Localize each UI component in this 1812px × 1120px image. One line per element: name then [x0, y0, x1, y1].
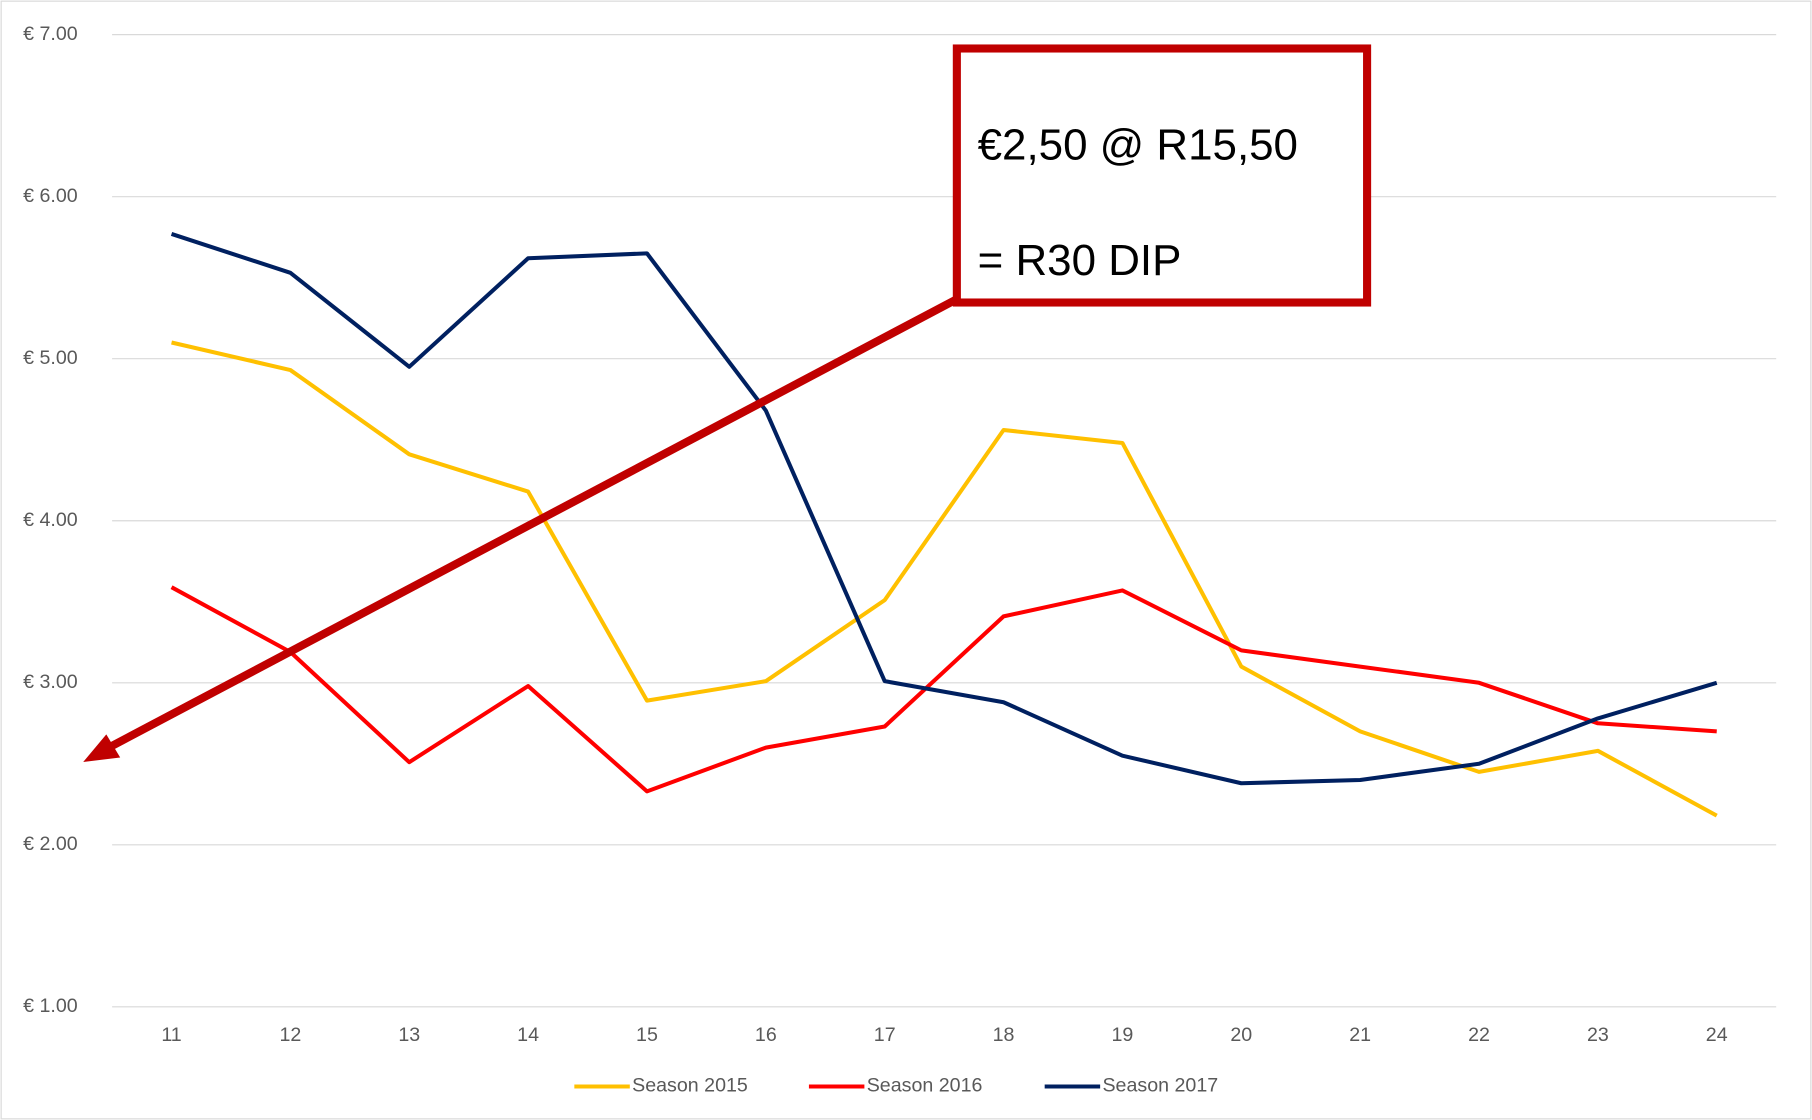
annotation-text: = R30 DIP [978, 236, 1182, 285]
annotation: €2,50 @ R15,50 = R30 DIP [83, 44, 1372, 763]
x-tick-label: 12 [279, 1024, 301, 1046]
x-tick-label: 22 [1468, 1024, 1490, 1046]
x-tick-label: 19 [1112, 1024, 1134, 1046]
x-tick-label: 15 [636, 1024, 658, 1046]
x-tick-label: 18 [993, 1024, 1015, 1046]
y-tick-label: € 2.00 [23, 833, 78, 855]
annotation-text: €2,50 @ R15,50 [978, 120, 1298, 169]
x-tick-label: 17 [874, 1024, 896, 1046]
annotation-box [952, 44, 1372, 307]
y-tick-label: € 6.00 [23, 185, 78, 207]
y-tick-label: € 1.00 [23, 995, 78, 1017]
series-line [170, 585, 1717, 794]
y-tick-label: € 4.00 [23, 509, 78, 531]
arrow-shaft [107, 294, 962, 751]
x-tick-label: 11 [161, 1024, 181, 1046]
arrow-head [83, 734, 121, 763]
x-tick-label: 23 [1587, 1024, 1609, 1046]
legend-label: Season 2015 [632, 1075, 748, 1097]
x-tick-label: 13 [398, 1024, 420, 1046]
x-tick-label: 14 [517, 1024, 539, 1046]
x-tick-label: 20 [1230, 1024, 1252, 1046]
y-tick-label: € 3.00 [23, 671, 78, 693]
y-tick-label: € 7.00 [23, 23, 78, 45]
series-line [170, 232, 1718, 786]
x-tick-label: 24 [1706, 1024, 1728, 1046]
legend-label: Season 2016 [867, 1075, 983, 1097]
x-tick-label: 21 [1349, 1024, 1371, 1046]
legend-label: Season 2017 [1102, 1075, 1218, 1097]
y-tick-label: € 5.00 [23, 347, 78, 369]
x-tick-label: 16 [755, 1024, 777, 1046]
